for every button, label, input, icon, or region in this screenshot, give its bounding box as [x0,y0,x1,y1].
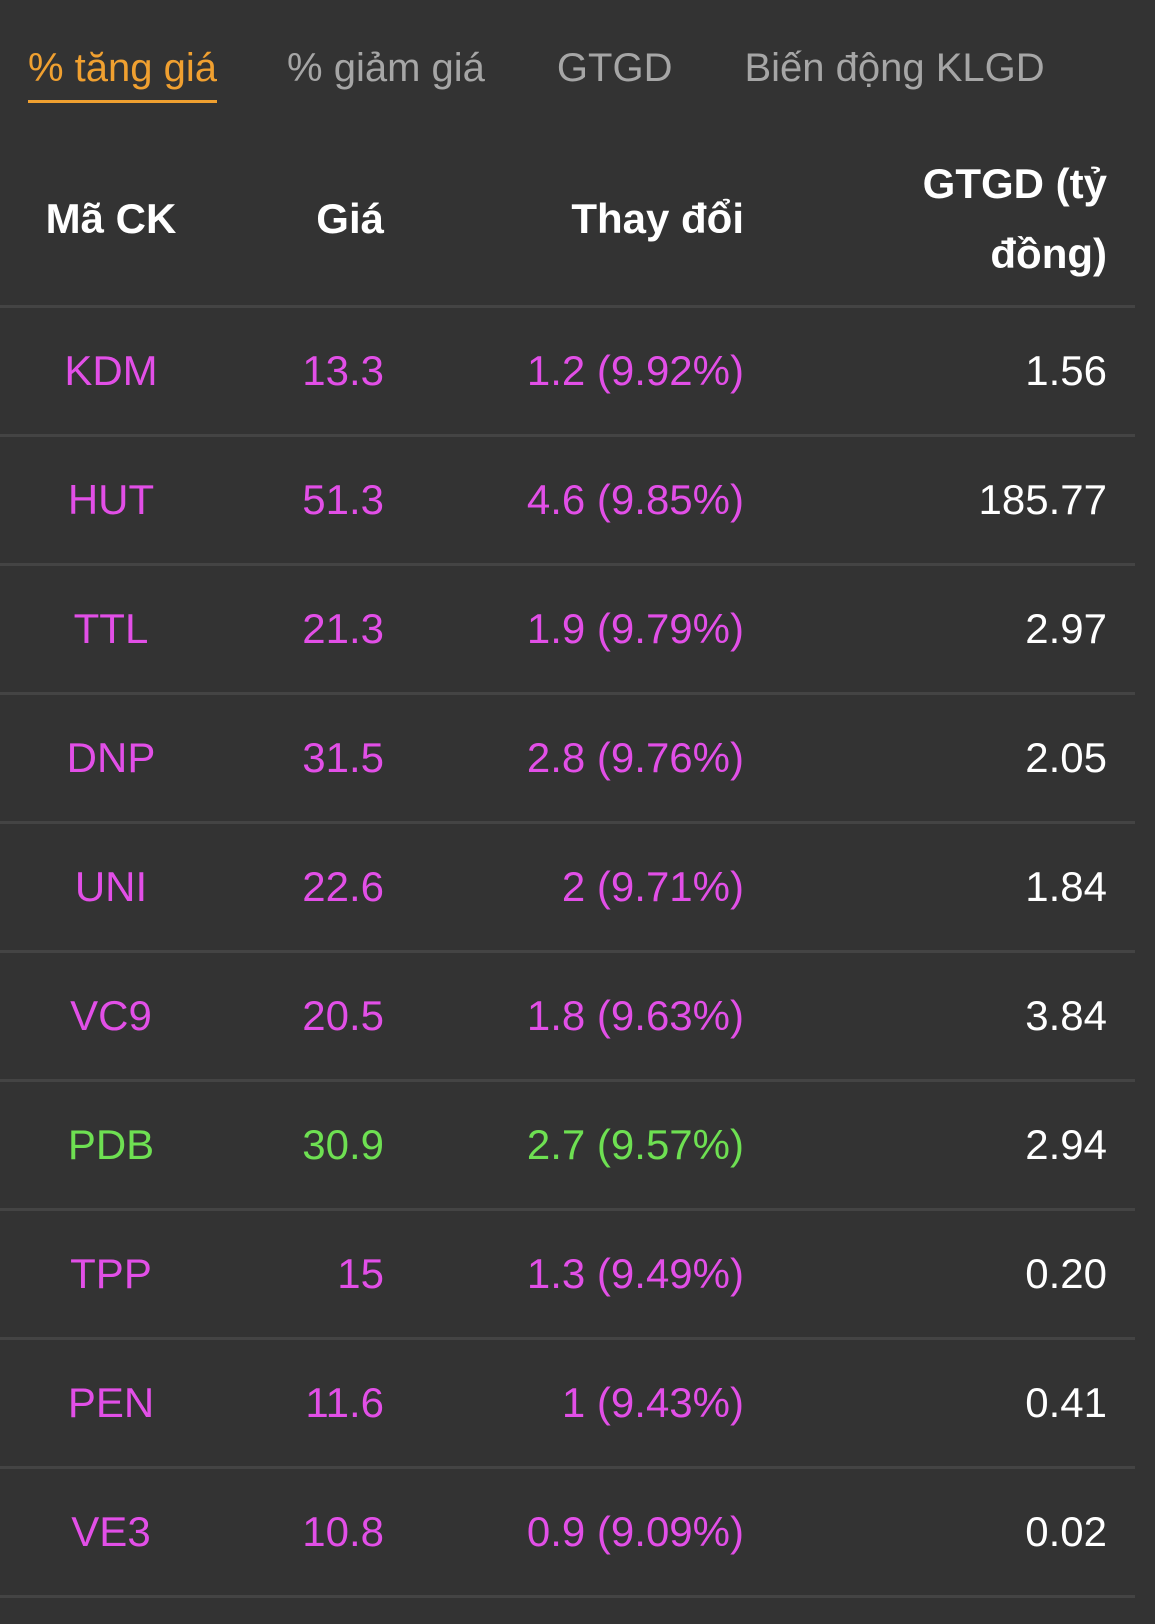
table-row: PEN 11.6 1 (9.43%) 0.41 [0,1339,1135,1468]
table-body: KDM 13.3 1.2 (9.92%) 1.56 HUT 51.3 4.6 (… [0,307,1135,1597]
stock-table: Mã CK Giá Thay đổi GTGD (tỷ đồng) KDM 13… [0,132,1135,1598]
stock-trading-value: 2.94 [1025,1121,1107,1168]
stock-change: 1.2 (9.92%) [526,347,744,394]
stock-code[interactable]: VC9 [70,992,152,1039]
stock-price: 30.9 [302,1121,384,1168]
stock-code[interactable]: KDM [64,347,158,394]
stock-price: 22.6 [302,863,384,910]
header-value-line1: GTGD (tỷ [922,159,1107,207]
header-code: Mã CK [45,194,177,242]
stock-code[interactable]: PDB [67,1121,155,1168]
tab-volume-change[interactable]: Biến động KLGD [744,46,1045,90]
table-row: TTL 21.3 1.9 (9.79%) 2.97 [0,565,1135,694]
stock-trading-value: 0.41 [1025,1379,1107,1426]
header-value-line2: đồng) [990,229,1107,277]
stock-change: 1.9 (9.79%) [526,605,744,652]
stock-trading-value: 3.84 [1025,992,1107,1039]
stock-price: 13.3 [302,347,384,394]
stock-code[interactable]: UNI [74,863,148,910]
stock-code[interactable]: TPP [70,1250,152,1297]
stock-code[interactable]: TTL [73,605,149,652]
tab-bar: % tăng giá % giảm giá GTGD Biến động KLG… [28,38,1045,108]
header-value: GTGD (tỷ đồng) [744,132,1135,307]
table-row: UNI 22.6 2 (9.71%) 1.84 [0,823,1135,952]
stock-change: 2.7 (9.57%) [526,1121,744,1168]
stock-change: 4.6 (9.85%) [526,476,744,523]
stock-change: 2 (9.71%) [561,863,744,910]
stock-code[interactable]: HUT [67,476,155,523]
stock-change: 0.9 (9.09%) [526,1508,744,1555]
table-row: DNP 31.5 2.8 (9.76%) 2.05 [0,694,1135,823]
tab-percent-loss[interactable]: % giảm giá [287,46,485,90]
stock-trading-value: 2.97 [1025,605,1107,652]
stock-price: 20.5 [302,992,384,1039]
stock-change: 2.8 (9.76%) [526,734,744,781]
stock-price: 21.3 [302,605,384,652]
table-row: PDB 30.9 2.7 (9.57%) 2.94 [0,1081,1135,1210]
stock-trading-value: 0.20 [1025,1250,1107,1297]
stock-price: 15 [337,1250,384,1297]
stock-change: 1.8 (9.63%) [526,992,744,1039]
stock-trading-value: 1.56 [1025,347,1107,394]
stock-change: 1.3 (9.49%) [526,1250,744,1297]
header-price: Giá [316,194,384,242]
stock-trading-value: 0.02 [1025,1508,1107,1555]
stock-change: 1 (9.43%) [561,1379,744,1426]
stock-trading-value: 185.77 [978,476,1107,523]
stock-price: 11.6 [305,1379,384,1426]
stock-code[interactable]: DNP [66,734,156,781]
table-row: KDM 13.3 1.2 (9.92%) 1.56 [0,307,1135,436]
table-row: VE3 10.8 0.9 (9.09%) 0.02 [0,1468,1135,1597]
stock-price: 31.5 [302,734,384,781]
stock-price: 10.8 [302,1508,384,1555]
stock-code[interactable]: VE3 [71,1508,151,1555]
tab-trading-value[interactable]: GTGD [556,46,673,90]
stock-price: 51.3 [302,476,384,523]
table-row: TPP 15 1.3 (9.49%) 0.20 [0,1210,1135,1339]
stock-trading-value: 2.05 [1025,734,1107,781]
table-header-row: Mã CK Giá Thay đổi GTGD (tỷ đồng) [0,132,1135,307]
table-row: VC9 20.5 1.8 (9.63%) 3.84 [0,952,1135,1081]
table-row: HUT 51.3 4.6 (9.85%) 185.77 [0,436,1135,565]
stock-code[interactable]: PEN [67,1379,155,1426]
tab-percent-gain[interactable]: % tăng giá [28,38,218,103]
header-change: Thay đổi [571,194,744,242]
stock-trading-value: 1.84 [1025,863,1107,910]
